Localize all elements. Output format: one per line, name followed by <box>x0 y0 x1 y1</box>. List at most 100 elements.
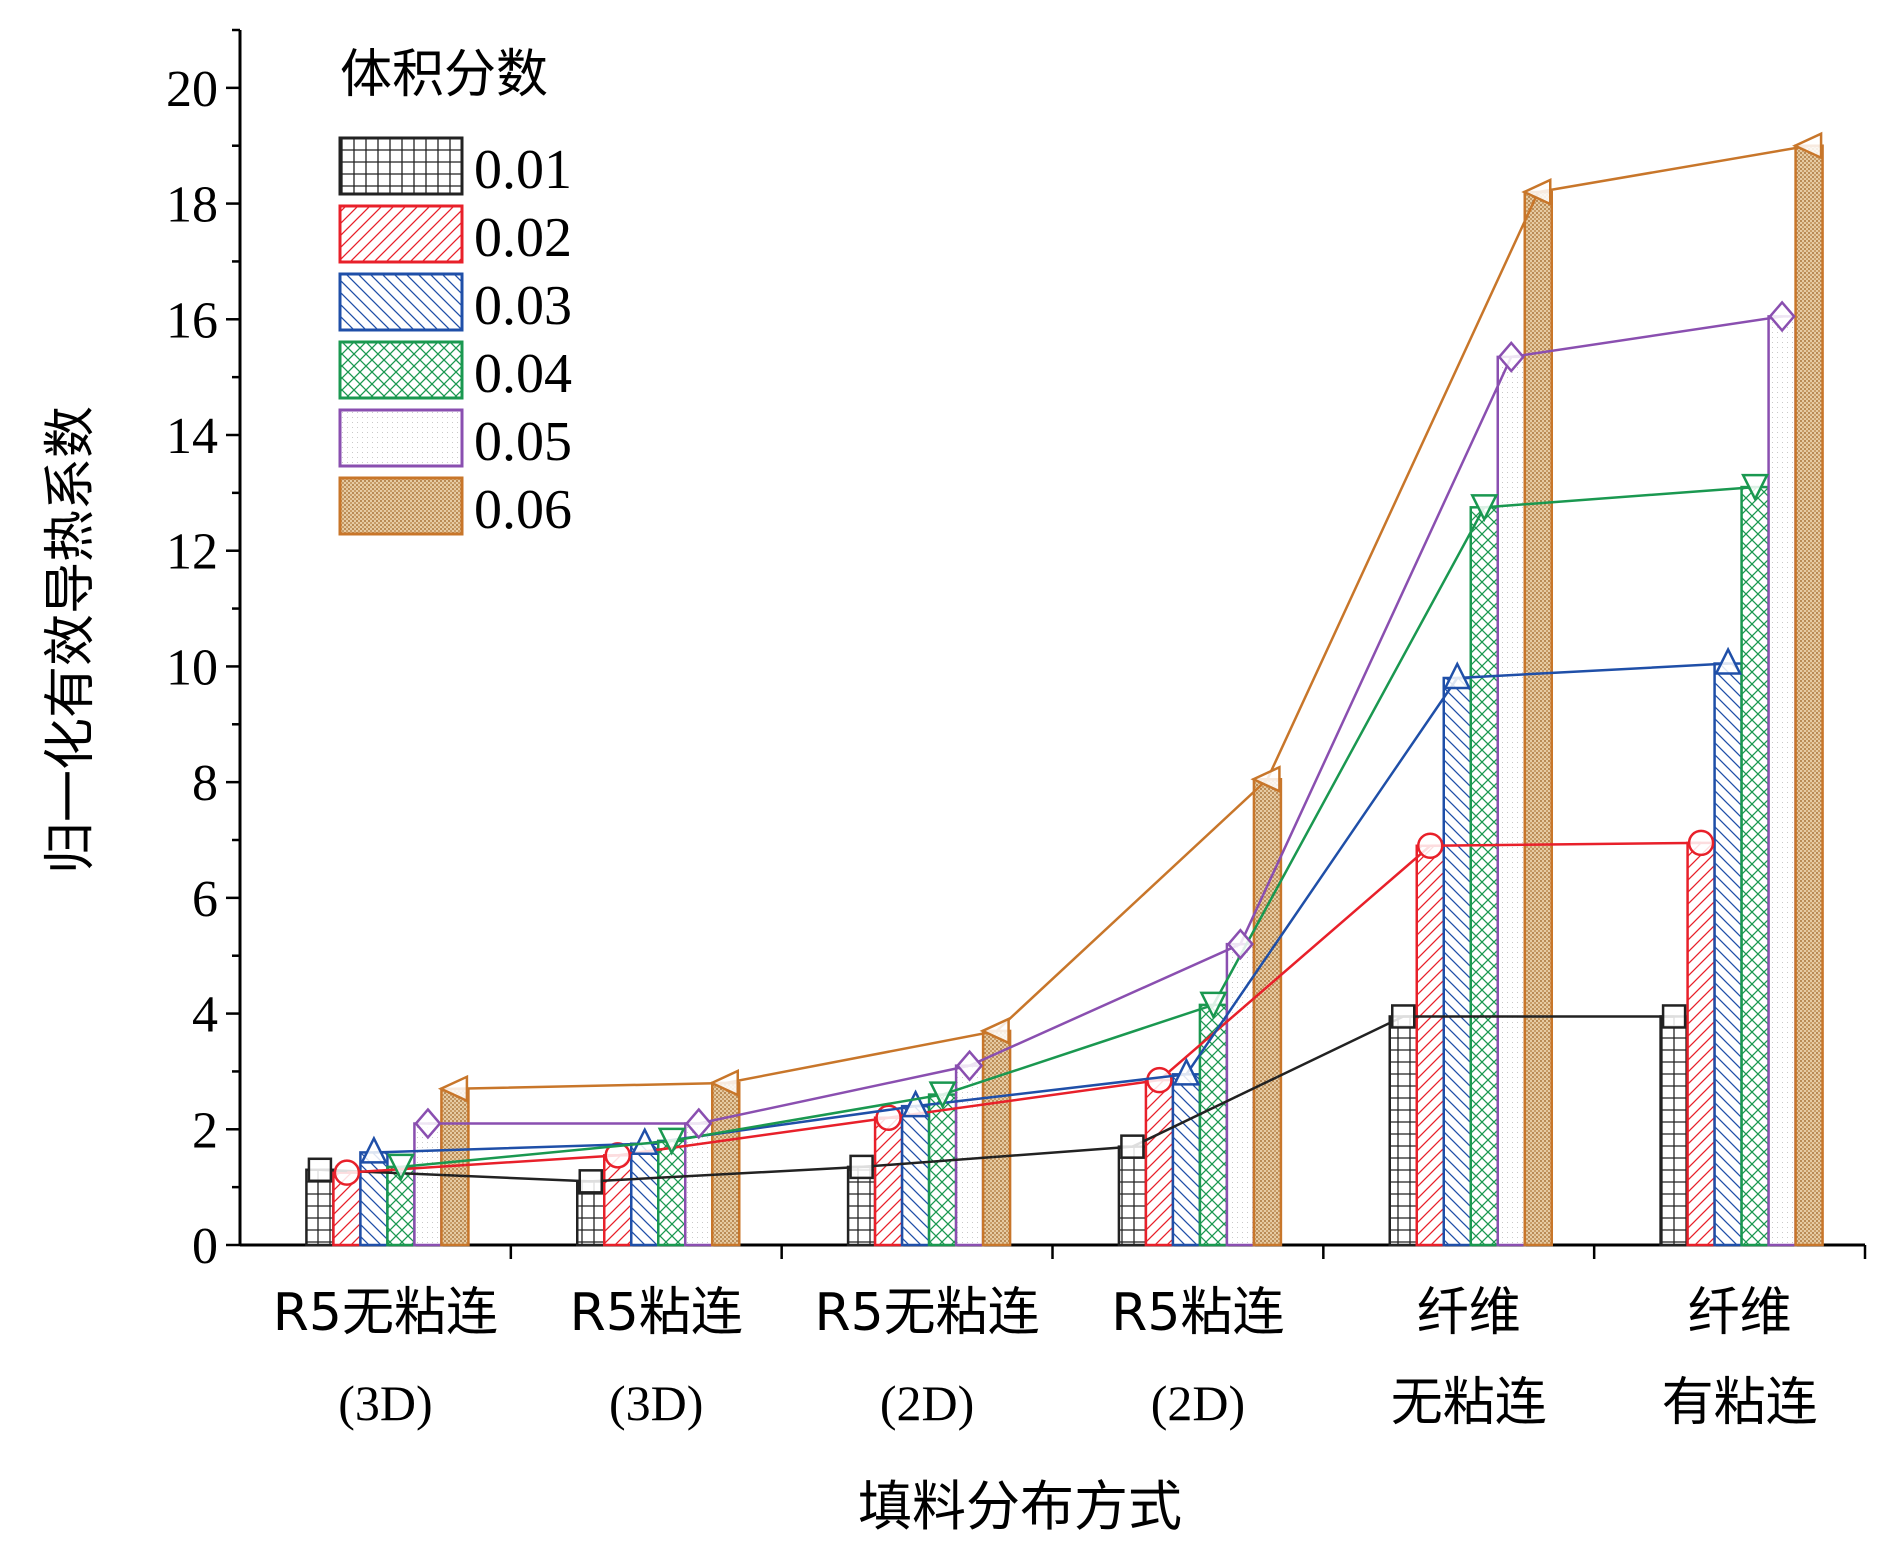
data-point-marker <box>1661 1004 1687 1029</box>
x-tick-label: 有粘连 <box>1662 1373 1818 1433</box>
legend-title: 体积分数 <box>340 45 548 105</box>
bar <box>873 1116 904 1247</box>
y-tick-label: 20 <box>166 61 218 118</box>
bar <box>1442 676 1472 1247</box>
y-tick-label: 4 <box>192 987 218 1044</box>
data-point-marker <box>333 1159 361 1186</box>
x-tick-label: R5无粘连 <box>273 1283 498 1343</box>
bar <box>1713 662 1743 1247</box>
bar <box>359 1151 389 1247</box>
data-point-marker <box>604 1142 631 1169</box>
legend-swatch <box>338 340 464 400</box>
bar <box>1740 485 1770 1247</box>
bar <box>900 1104 931 1247</box>
data-point-marker <box>1497 340 1525 373</box>
x-tick-label: R5无粘连 <box>814 1283 1039 1343</box>
legend-label: 0.01 <box>474 139 572 201</box>
series-line <box>427 315 1783 1125</box>
legend-label: 0.05 <box>474 411 572 473</box>
bar <box>711 1081 741 1247</box>
bar <box>1767 315 1797 1247</box>
y-tick-label: 12 <box>166 524 218 581</box>
data-point-marker <box>414 1107 442 1140</box>
x-tick-label: 纤维 <box>1688 1283 1792 1343</box>
bar <box>1144 1078 1175 1247</box>
data-point-marker <box>1120 1134 1145 1159</box>
bar <box>1794 144 1824 1247</box>
data-point-marker <box>578 1169 603 1194</box>
legend-swatch <box>338 476 464 536</box>
x-tick-label: (3D) <box>338 1375 432 1431</box>
x-tick-label: (3D) <box>609 1375 703 1431</box>
data-point-marker <box>1391 1004 1416 1029</box>
data-point-marker <box>1146 1066 1173 1094</box>
x-tick-label: 纤维 <box>1417 1283 1521 1343</box>
bar <box>1659 1015 1689 1247</box>
data-point-marker <box>1741 473 1770 502</box>
data-point-marker <box>979 1016 1010 1045</box>
data-point-marker <box>708 1069 739 1097</box>
x-tick-label: (2D) <box>880 1375 974 1431</box>
y-tick-label: 14 <box>166 408 218 465</box>
legend-swatch <box>338 136 464 196</box>
series-line <box>346 841 1702 1174</box>
bar <box>1171 1073 1202 1247</box>
bar <box>1252 778 1283 1247</box>
data-point-marker <box>1417 832 1444 860</box>
bar <box>954 1064 985 1247</box>
bar <box>1117 1145 1148 1247</box>
y-tick-label: 18 <box>166 177 218 234</box>
y-tick-label: 6 <box>192 871 218 928</box>
y-tick-label: 2 <box>192 1102 218 1159</box>
data-point-marker <box>657 1127 686 1156</box>
data-point-marker <box>386 1153 415 1182</box>
bar <box>630 1142 660 1247</box>
data-point-marker <box>1443 661 1472 690</box>
data-point-marker <box>1521 178 1552 206</box>
series-line <box>373 662 1729 1154</box>
data-point-marker <box>1250 765 1281 794</box>
data-point-marker <box>359 1135 388 1164</box>
data-point-marker <box>307 1157 333 1183</box>
legend-swatch <box>338 204 464 264</box>
bar <box>1469 506 1499 1247</box>
data-point-marker <box>901 1089 930 1118</box>
y-tick-label: 0 <box>192 1218 218 1275</box>
data-point-marker <box>1226 928 1255 961</box>
legend-label: 0.06 <box>474 479 572 541</box>
series-line <box>400 485 1756 1169</box>
bar <box>1496 355 1526 1247</box>
legend-label: 0.03 <box>474 275 572 337</box>
y-axis-title: 归一化有效导热系数 <box>41 406 101 874</box>
data-point-marker <box>1199 991 1228 1020</box>
data-point-marker <box>1768 300 1796 333</box>
bar <box>927 1093 958 1247</box>
data-point-marker <box>1172 1057 1201 1086</box>
legend-label: 0.04 <box>474 343 572 405</box>
y-tick-label: 10 <box>166 639 218 696</box>
data-point-marker <box>1714 646 1743 675</box>
series-line <box>454 144 1810 1091</box>
legend-swatch <box>338 272 464 332</box>
x-tick-label: R5粘连 <box>570 1283 743 1343</box>
data-point-marker <box>437 1074 469 1103</box>
data-point-marker <box>955 1049 984 1082</box>
legend-label: 0.02 <box>474 207 572 269</box>
bar <box>981 1029 1012 1247</box>
data-point-marker <box>928 1081 957 1110</box>
x-tick-label: R5粘连 <box>1111 1283 1284 1343</box>
x-tick-label: (2D) <box>1151 1375 1245 1431</box>
y-tick-label: 8 <box>192 755 218 812</box>
x-axis-title: 填料分布方式 <box>858 1475 1182 1538</box>
data-point-marker <box>1687 829 1715 857</box>
data-point-marker <box>849 1154 874 1180</box>
bar <box>1686 841 1716 1247</box>
y-tick-label: 16 <box>166 292 218 349</box>
bar <box>1415 844 1445 1247</box>
data-point-marker <box>1470 494 1499 523</box>
data-point-marker <box>1792 131 1823 160</box>
data-point-marker <box>685 1107 713 1140</box>
bar <box>603 1154 633 1247</box>
